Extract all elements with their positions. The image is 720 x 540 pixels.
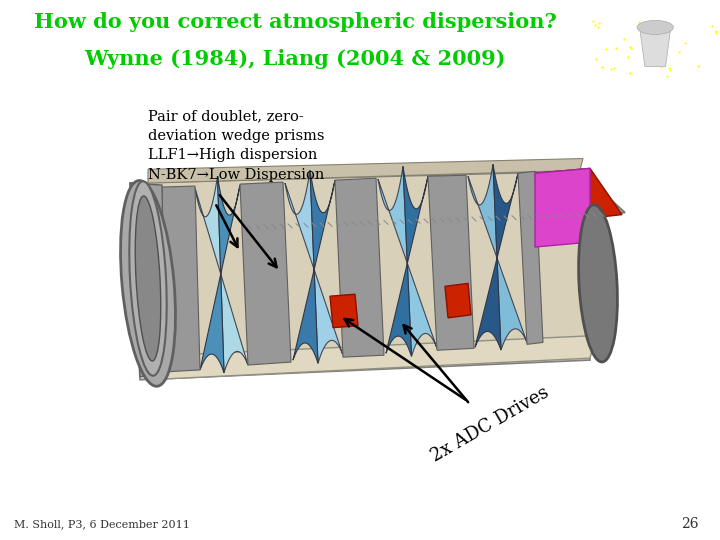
Text: 2x ADC Drives: 2x ADC Drives (428, 383, 552, 465)
Polygon shape (293, 171, 335, 363)
Polygon shape (475, 164, 518, 350)
Text: How do you correct atmospheric dispersion?: How do you correct atmospheric dispersio… (34, 12, 557, 32)
Polygon shape (378, 166, 437, 356)
Ellipse shape (579, 205, 618, 362)
Polygon shape (518, 171, 543, 345)
Text: Pair of doublet, zero-
deviation wedge prisms
LLF1→High dispersion
N-BK7→Low Dis: Pair of doublet, zero- deviation wedge p… (148, 110, 325, 182)
Polygon shape (535, 168, 590, 247)
Ellipse shape (130, 181, 167, 376)
Ellipse shape (637, 21, 673, 35)
Polygon shape (639, 28, 671, 66)
Polygon shape (535, 168, 622, 220)
Polygon shape (240, 182, 291, 365)
Polygon shape (195, 176, 248, 373)
Polygon shape (335, 178, 384, 357)
Polygon shape (162, 186, 200, 372)
Polygon shape (148, 335, 596, 380)
Ellipse shape (135, 196, 161, 361)
Polygon shape (285, 171, 343, 363)
Polygon shape (386, 166, 428, 356)
Text: 26: 26 (681, 517, 698, 531)
Text: BigBOSS: BigBOSS (631, 8, 679, 18)
Ellipse shape (120, 180, 176, 386)
Polygon shape (148, 159, 583, 183)
Polygon shape (428, 176, 474, 350)
Polygon shape (330, 294, 358, 328)
Text: Wynne (1984), Liang (2004 & 2009): Wynne (1984), Liang (2004 & 2009) (84, 49, 506, 69)
Polygon shape (468, 164, 527, 350)
Polygon shape (130, 183, 165, 377)
Polygon shape (445, 284, 471, 318)
Text: M. Sholl, P3, 6 December 2011: M. Sholl, P3, 6 December 2011 (14, 519, 190, 529)
Polygon shape (200, 176, 240, 373)
Polygon shape (130, 171, 590, 380)
Polygon shape (130, 171, 625, 230)
